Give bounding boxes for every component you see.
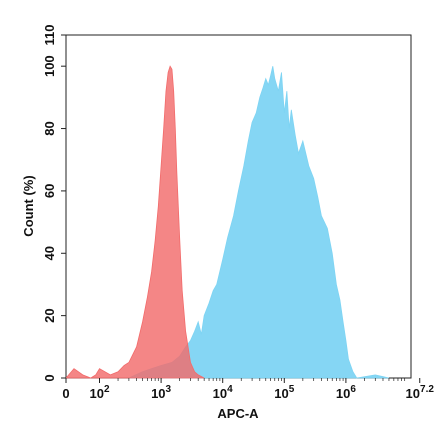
x-tick-label: 105 — [274, 384, 294, 401]
y-tick-label: 110 — [42, 25, 57, 46]
y-tick-label: 20 — [42, 308, 57, 322]
y-tick-label: 100 — [42, 55, 57, 77]
y-axis-title: Count (%) — [21, 175, 36, 236]
y-tick-label: 40 — [42, 246, 57, 260]
series-area-1 — [128, 66, 390, 379]
x-tick-label: 104 — [213, 384, 233, 401]
y-tick-label: 0 — [42, 374, 57, 381]
x-axis-title: APC-A — [217, 406, 259, 421]
x-tick-label: 103 — [151, 384, 171, 401]
x-tick-label: 0 — [62, 386, 69, 401]
series-area-0 — [65, 65, 205, 379]
x-axis: 0 102 103 104 105 106 107.2 — [62, 378, 434, 401]
y-tick-label: 80 — [42, 121, 57, 135]
x-tick-label: 106 — [336, 384, 356, 401]
x-tick-label: 107.2 — [406, 384, 435, 401]
series-layer — [65, 65, 390, 379]
y-axis: 0 20 40 60 80 100 110 — [42, 25, 66, 382]
x-tick-label: 102 — [89, 384, 109, 401]
y-tick-label: 60 — [42, 184, 57, 198]
